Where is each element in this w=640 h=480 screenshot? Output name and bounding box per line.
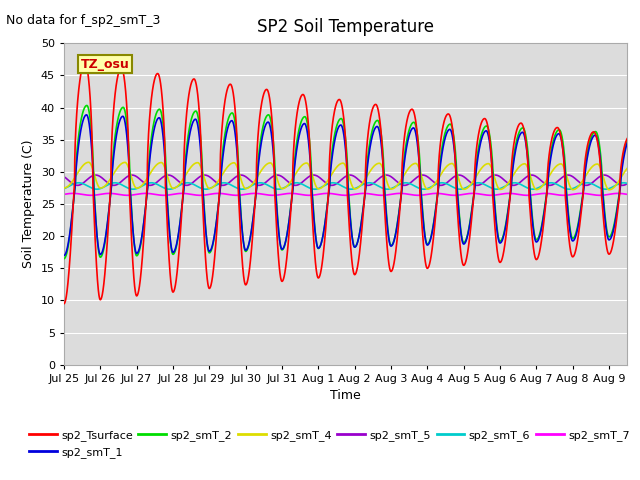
- Text: No data for f_sp2_smT_3: No data for f_sp2_smT_3: [6, 14, 161, 27]
- Y-axis label: Soil Temperature (C): Soil Temperature (C): [22, 140, 35, 268]
- Text: TZ_osu: TZ_osu: [81, 58, 130, 71]
- Legend: sp2_Tsurface, sp2_smT_1, sp2_smT_2, sp2_smT_4, sp2_smT_5, sp2_smT_6, sp2_smT_7: sp2_Tsurface, sp2_smT_1, sp2_smT_2, sp2_…: [24, 426, 634, 462]
- Title: SP2 Soil Temperature: SP2 Soil Temperature: [257, 18, 434, 36]
- X-axis label: Time: Time: [330, 389, 361, 402]
